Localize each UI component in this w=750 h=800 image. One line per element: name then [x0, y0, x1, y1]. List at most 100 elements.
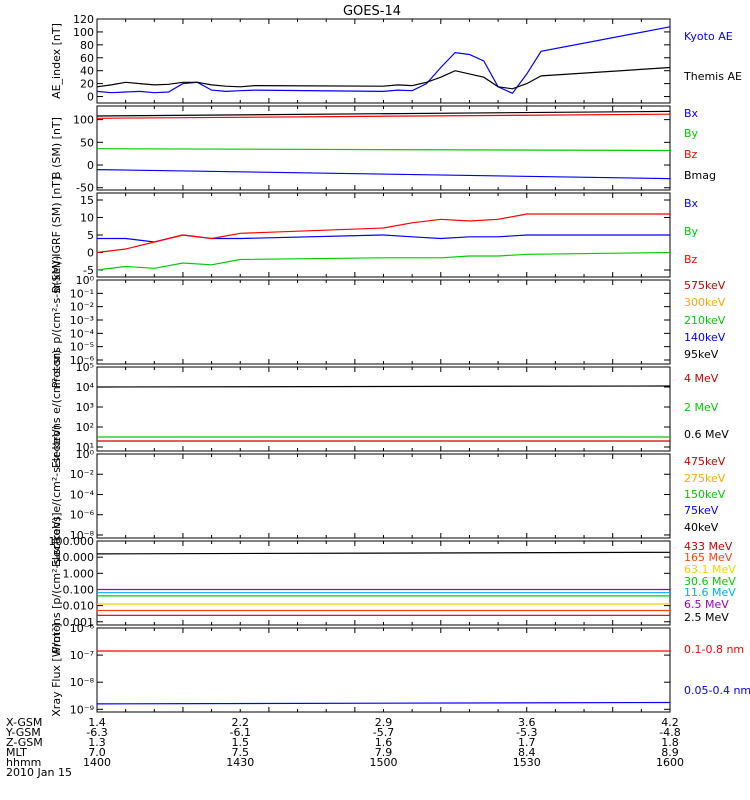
ephemeris-value: 1600	[656, 756, 684, 769]
legend-entry: 575keV	[684, 279, 726, 292]
series-line	[96, 148, 671, 152]
y-tick-label: 100.000	[49, 535, 95, 548]
ephemeris-value: 7.5	[232, 746, 250, 759]
y-tick-label: 0	[87, 91, 94, 104]
y-axis-label: Electrons e/(cm²-s-sr)	[50, 350, 63, 469]
legend-entry: 95keV	[684, 348, 719, 361]
panel-2: -50 0 50 100 B (SM) [nT] Bx By Bz Bmag	[50, 105, 716, 195]
y-tick-label: 10⁻⁵	[70, 341, 94, 354]
series-line	[96, 110, 671, 117]
series-line	[96, 113, 671, 119]
ephemeris-row-label: Y-GSM	[5, 726, 41, 739]
y-tick-label: -50	[76, 182, 94, 195]
panel-frame	[96, 18, 671, 104]
y-tick-label: 10⁻⁶	[70, 509, 95, 522]
y-tick-label: 10	[80, 212, 94, 225]
legend-entry: 30.6 MeV	[684, 575, 736, 588]
legend-entry: Kyoto AE	[684, 30, 733, 43]
y-tick-label: 0.010	[63, 600, 95, 613]
y-tick-label: 60	[80, 52, 94, 65]
legend-entry: Bx	[684, 197, 699, 210]
legend-entry: 150keV	[684, 488, 726, 501]
y-tick-label: 0.001	[63, 616, 95, 629]
y-tick-label: 10⁻⁶	[70, 354, 95, 367]
ephemeris-row-label: hhmm	[6, 756, 41, 769]
y-axis-label: B(SM)-IGRF (SM) [nT]	[50, 177, 63, 294]
ephemeris-value: -5.7	[373, 726, 394, 739]
y-tick-label: 10⁻⁴	[70, 488, 95, 501]
series-line	[96, 169, 671, 180]
legend-entry: 0.05-0.4 nm	[684, 684, 750, 697]
y-tick-label: 100	[73, 26, 94, 39]
legend-entry: By	[684, 225, 699, 238]
y-tick-label: 10⁻⁴	[70, 327, 95, 340]
y-tick-label: 10⁵	[76, 361, 94, 374]
panel-frame	[96, 279, 671, 365]
panel-7: 0.001 0.010 0.100 1.000 10.000 100.000Protons…	[49, 512, 737, 653]
y-axis-label: Protons [p/(cm²-s-sr-keV)]	[50, 512, 63, 653]
ephemeris-value: 7.0	[88, 746, 106, 759]
ephemeris-value: -4.8	[659, 726, 680, 739]
date-label: 2010 Jan 15	[6, 766, 72, 779]
y-tick-label: 0.100	[63, 583, 95, 596]
y-tick-label: 50	[80, 136, 94, 149]
legend-entry: 0.1-0.8 nm	[684, 643, 744, 656]
legend-entry: 0.6 MeV	[684, 428, 729, 441]
legend-entry: 433 MeV	[684, 540, 733, 553]
ephemeris-value: 1500	[370, 756, 398, 769]
ephemeris-value: -5.3	[516, 726, 537, 739]
y-axis-label: Xray Flux [W/m²]	[50, 623, 63, 716]
legend-entry: 63.1 MeV	[684, 563, 736, 576]
legend-entry: By	[684, 127, 699, 140]
ephemeris-value: 7.9	[375, 746, 393, 759]
legend-entry: 210keV	[684, 314, 726, 327]
ephemeris-value: 1.8	[661, 736, 679, 749]
ephemeris-value: 1.3	[88, 736, 106, 749]
y-tick-label: 80	[80, 39, 94, 52]
y-axis-label: AE_index [nT]	[50, 23, 63, 99]
y-tick-label: 40	[80, 65, 94, 78]
y-tick-label: 1.000	[63, 567, 95, 580]
legend-entry: 11.6 MeV	[684, 586, 736, 599]
y-tick-label: 10⁻³	[70, 314, 94, 327]
series-line	[96, 66, 671, 90]
y-tick-label: 120	[73, 13, 94, 26]
y-tick-label: 0	[87, 247, 94, 260]
ephemeris-value: -6.3	[86, 726, 107, 739]
y-tick-label: 10⁻⁷	[70, 649, 94, 662]
ephemeris-value: 3.6	[518, 716, 536, 729]
ephemeris-value: 1.7	[518, 736, 536, 749]
y-tick-label: 10⁻⁹	[70, 703, 94, 716]
ephemeris-value: 8.9	[661, 746, 679, 759]
legend-entry: Bz	[684, 148, 698, 161]
ephemeris-value: 8.4	[518, 746, 536, 759]
y-tick-label: 10⁻⁸	[70, 529, 95, 542]
ephemeris-row-label: MLT	[6, 746, 27, 759]
figure-title: GOES-14	[343, 4, 401, 19]
y-tick-label: 10⁻²	[70, 301, 94, 314]
panel-frame	[96, 627, 671, 713]
ephemeris-value: 1.4	[88, 716, 106, 729]
y-axis-label: Electrons e/(cm²-s-sr-keV)	[50, 425, 63, 567]
legend-entry: 275keV	[684, 472, 726, 485]
legend-entry: 75keV	[684, 504, 719, 517]
ephemeris-row-label: Z-GSM	[6, 736, 43, 749]
ephemeris-value: 1.5	[232, 736, 250, 749]
panel-6: 10⁰ 10⁻² 10⁻⁴ 10⁻⁶ 10⁻⁸ Electrons e/(cm²-s-sr…	[50, 425, 726, 567]
ephemeris-value: 1400	[83, 756, 111, 769]
ephemeris-value: 2.9	[375, 716, 393, 729]
y-tick-label: 10¹	[76, 441, 94, 454]
series-line	[96, 701, 671, 705]
y-tick-label: 10⁴	[76, 381, 95, 394]
y-tick-label: 100	[73, 114, 94, 127]
y-axis-label: B (SM) [nT]	[50, 117, 63, 179]
panel-8: 10⁻⁶ 10⁻⁷ 10⁻⁸ 10⁻⁹ Xray Flux [W/m²] 0.1-0.8 …	[50, 622, 750, 717]
series-line	[97, 234, 670, 243]
ephemeris-value: 1430	[226, 756, 254, 769]
y-tick-label: 5	[87, 229, 94, 242]
